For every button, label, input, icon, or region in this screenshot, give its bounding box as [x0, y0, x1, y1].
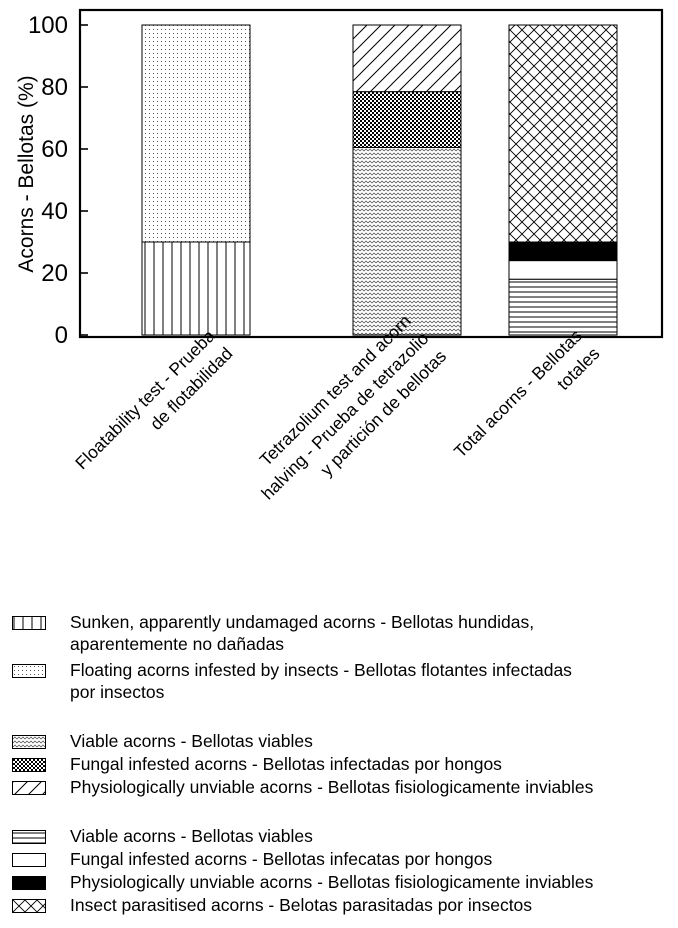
legend-label: Viable acorns - Bellotas viables: [70, 731, 313, 751]
bar-segment-dots: [141, 24, 251, 243]
y-axis: 0 20 40 60 80 100: [28, 12, 88, 349]
legend-swatch-horizontal-lines: [12, 830, 46, 844]
plot-frame: [78, 8, 664, 339]
y-tick-label: 40: [41, 198, 68, 225]
bar-segment-crosshatch: [508, 24, 618, 243]
legend-label: Physiologically unviable acorns - Bellot…: [70, 872, 594, 892]
y-tick-label: 20: [41, 260, 68, 287]
legend-swatch-checker: [12, 758, 46, 772]
legend-label: Viable acorns - Bellotas viables: [70, 826, 313, 846]
y-tick-label: 100: [28, 12, 68, 39]
legend-label: Fungal infested acorns - Bellotas infect…: [70, 754, 502, 774]
y-tick-label: 80: [41, 74, 68, 101]
legend-swatch-blank: [12, 853, 46, 867]
legend-label: Insect parasitised acorns - Belotas para…: [70, 895, 533, 915]
legend-label: Floating acorns infested by insects - Be…: [70, 660, 572, 702]
legend-label: Physiologically unviable acorns - Bellot…: [70, 777, 594, 797]
legend-swatch-wavy: [12, 735, 46, 749]
bar-segment-diagonal: [352, 24, 462, 93]
legend-swatch-vertical-lines: [12, 616, 46, 630]
legend-swatch-solid-black: [12, 876, 46, 890]
bar-segment-checker: [352, 91, 462, 148]
bar-segment-horizontal-lines: [508, 278, 618, 336]
y-axis-label: Acorns - Bellotas (%): [15, 75, 38, 272]
legend-label: Fungal infested acorns - Bellotas infeca…: [70, 849, 493, 869]
y-tick-label: 60: [41, 136, 68, 163]
bars-layer: [141, 24, 618, 336]
legend-swatch-crosshatch: [12, 899, 46, 913]
y-tick-label: 0: [55, 322, 68, 349]
legend-swatch-diagonal: [12, 781, 46, 795]
legend-swatch-dots: [12, 664, 46, 678]
legend-label: Sunken, apparently undamaged acorns - Be…: [70, 612, 535, 654]
bar-segment-vertical-lines: [141, 241, 251, 336]
